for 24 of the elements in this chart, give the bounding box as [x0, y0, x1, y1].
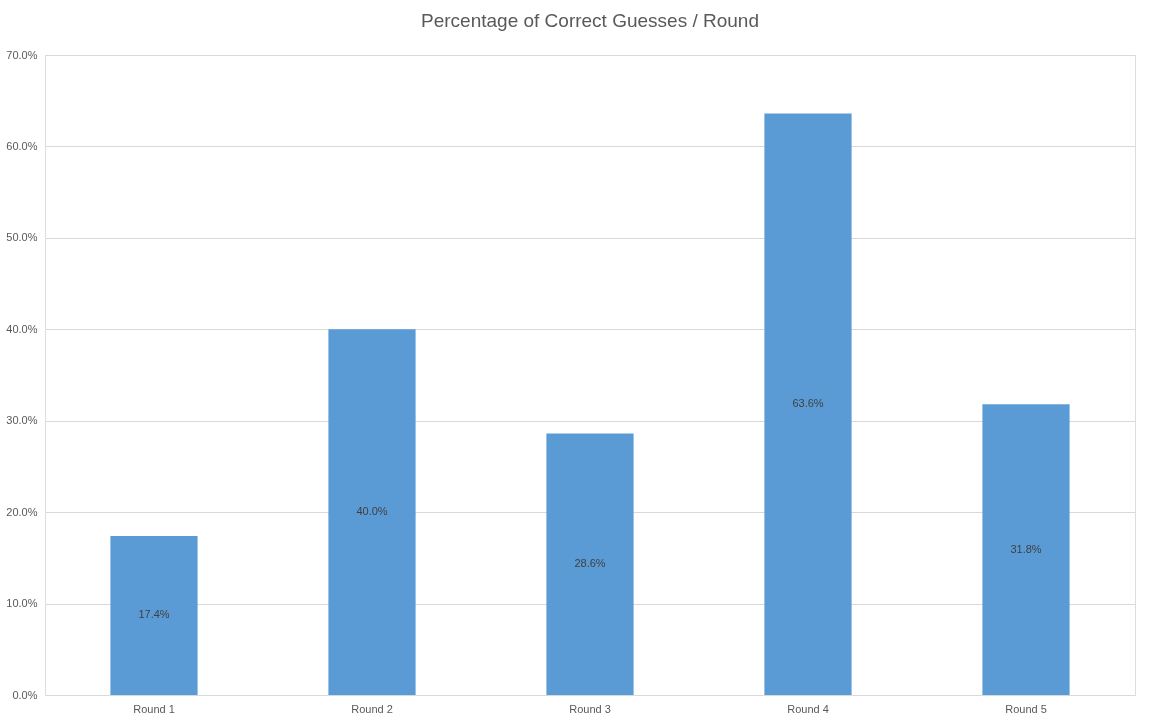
x-tick-label: Round 5: [1005, 702, 1047, 715]
bar: [764, 113, 852, 695]
y-tick-label: 70.0%: [6, 48, 38, 61]
y-tick-label: 10.0%: [6, 597, 38, 610]
y-tick-label: 20.0%: [6, 505, 38, 518]
data-label: 17.4%: [138, 608, 170, 621]
y-tick-label: 0.0%: [12, 688, 38, 701]
bar: [546, 433, 634, 695]
bar: [982, 404, 1070, 695]
data-label: 31.8%: [1010, 542, 1042, 555]
bar: [328, 329, 416, 695]
data-label: 28.6%: [574, 557, 606, 570]
chart-title: Percentage of Correct Guesses / Round: [421, 10, 759, 31]
data-label: 63.6%: [792, 397, 824, 410]
x-tick-label: Round 4: [787, 702, 829, 715]
y-tick-label: 50.0%: [6, 231, 38, 244]
y-tick-label: 40.0%: [6, 322, 38, 335]
bar: [110, 535, 198, 695]
data-label: 40.0%: [356, 505, 388, 518]
y-tick-label: 30.0%: [6, 414, 38, 427]
x-tick-label: Round 1: [133, 702, 175, 715]
y-tick-label: 60.0%: [6, 139, 38, 152]
x-tick-label: Round 2: [351, 702, 393, 715]
x-tick-label: Round 3: [569, 702, 611, 715]
